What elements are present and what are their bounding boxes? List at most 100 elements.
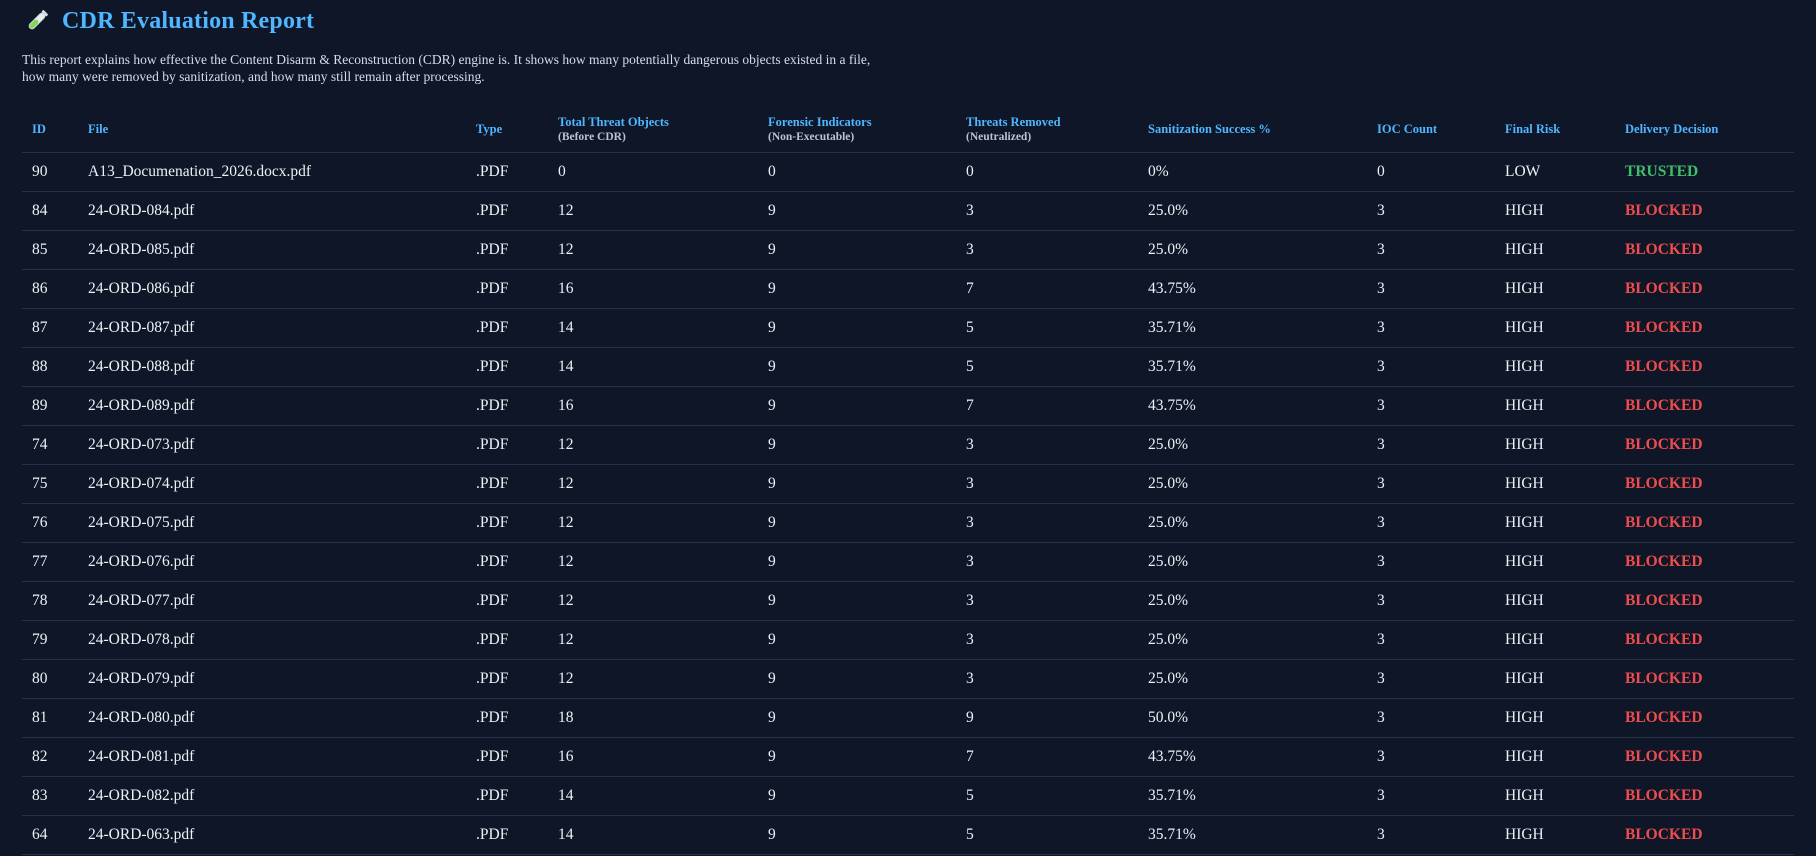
cell-delivery-decision: BLOCKED [1615,386,1794,426]
cell-final-risk: HIGH [1495,815,1615,855]
column-header-threats-removed[interactable]: Threats Removed (Neutralized) [956,106,1138,153]
delivery-decision-badge: BLOCKED [1625,592,1703,609]
cell-threats-removed: 7 [956,269,1138,309]
cell-delivery-decision: BLOCKED [1615,737,1794,777]
table-row[interactable]: 74 24-ORD-073.pdf .PDF 12 9 3 25.0% 3 HIGH BLOCKE… [22,425,1794,465]
cell-sanitization-success: 50.0% [1138,698,1367,738]
table-row[interactable]: 82 24-ORD-081.pdf .PDF 16 9 7 43.75% 3 HIGH BLOCK… [22,737,1794,777]
cell-sanitization-success: 25.0% [1138,620,1367,660]
cell-threats-removed: 3 [956,191,1138,231]
cell-id: 82 [22,737,78,777]
cell-id: 86 [22,269,78,309]
table-row[interactable]: 90 A13_Documenation_2026.docx.pdf .PDF 0 0 0 0… [22,152,1794,192]
table-row[interactable]: 78 24-ORD-077.pdf .PDF 12 9 3 25.0% 3 HIGH BLOCKE… [22,581,1794,621]
cell-ioc-count: 3 [1367,542,1495,582]
column-header-id[interactable]: ID [22,106,78,153]
cell-type: .PDF [466,191,548,231]
cell-file: 24-ORD-080.pdf [78,698,466,738]
cell-delivery-decision: BLOCKED [1615,581,1794,621]
table-row[interactable]: 79 24-ORD-078.pdf .PDF 12 9 3 25.0% 3 HIGH BLOCKE… [22,620,1794,660]
cell-type: .PDF [466,698,548,738]
cell-type: .PDF [466,737,548,777]
column-header-file[interactable]: File [78,106,466,153]
table-header-row: ID File Type Total Threat Objects (Before… [22,106,1794,153]
column-header-sanitization-success[interactable]: Sanitization Success % [1138,106,1367,153]
delivery-decision-badge: BLOCKED [1625,514,1703,531]
cell-total-threat-objects: 14 [548,776,758,816]
column-header-delivery-decision[interactable]: Delivery Decision [1615,106,1794,153]
table-row[interactable]: 76 24-ORD-075.pdf .PDF 12 9 3 25.0% 3 HIGH BLOCKE… [22,503,1794,543]
table-row[interactable]: 80 24-ORD-079.pdf .PDF 12 9 3 25.0% 3 HIGH BLOCKE… [22,659,1794,699]
column-header-type[interactable]: Type [466,106,548,153]
cell-sanitization-success: 25.0% [1138,425,1367,465]
cell-type: .PDF [466,347,548,387]
cell-forensic-indicators: 9 [758,620,956,660]
cell-type: .PDF [466,230,548,270]
cell-delivery-decision: BLOCKED [1615,620,1794,660]
description-line: how many were removed by sanitization, a… [22,68,485,84]
cell-type: .PDF [466,503,548,543]
cell-final-risk: HIGH [1495,347,1615,387]
cell-id: 81 [22,698,78,738]
cell-total-threat-objects: 16 [548,269,758,309]
cell-id: 77 [22,542,78,582]
cell-id: 89 [22,386,78,426]
cell-final-risk: HIGH [1495,386,1615,426]
table-row[interactable]: 81 24-ORD-080.pdf .PDF 18 9 9 50.0% 3 HIGH BLOCKE… [22,698,1794,738]
cell-final-risk: HIGH [1495,308,1615,348]
table-row[interactable]: 64 24-ORD-063.pdf .PDF 14 9 5 35.71% 3 HIGH BLOCK… [22,815,1794,855]
cell-type: .PDF [466,386,548,426]
cell-ioc-count: 3 [1367,347,1495,387]
table-row[interactable]: 84 24-ORD-084.pdf .PDF 12 9 3 25.0% 3 HIGH BLOCKE… [22,191,1794,231]
table-row[interactable]: 75 24-ORD-074.pdf .PDF 12 9 3 25.0% 3 HIGH BLOCKE… [22,464,1794,504]
results-table: ID File Type Total Threat Objects (Before… [22,106,1794,855]
delivery-decision-badge: BLOCKED [1625,670,1703,687]
cell-threats-removed: 3 [956,542,1138,582]
table-row[interactable]: 87 24-ORD-087.pdf .PDF 14 9 5 35.71% 3 HIGH BLOCK… [22,308,1794,348]
cell-file: 24-ORD-081.pdf [78,737,466,777]
cell-file: 24-ORD-082.pdf [78,776,466,816]
column-header-ioc-count[interactable]: IOC Count [1367,106,1495,153]
cell-type: .PDF [466,269,548,309]
table-row[interactable]: 77 24-ORD-076.pdf .PDF 12 9 3 25.0% 3 HIGH BLOCKE… [22,542,1794,582]
delivery-decision-badge: BLOCKED [1625,553,1703,570]
table-row[interactable]: 85 24-ORD-085.pdf .PDF 12 9 3 25.0% 3 HIGH BLOCKE… [22,230,1794,270]
cell-total-threat-objects: 12 [548,542,758,582]
cell-sanitization-success: 35.71% [1138,347,1367,387]
cell-total-threat-objects: 12 [548,581,758,621]
cell-total-threat-objects: 16 [548,737,758,777]
table-row[interactable]: 89 24-ORD-089.pdf .PDF 16 9 7 43.75% 3 HIGH BLOCK… [22,386,1794,426]
cell-final-risk: HIGH [1495,581,1615,621]
column-header-forensic-indicators[interactable]: Forensic Indicators (Non-Executable) [758,106,956,153]
cell-type: .PDF [466,815,548,855]
column-header-subtitle: (Neutralized) [966,130,1032,143]
cell-final-risk: HIGH [1495,503,1615,543]
column-header-total-threat-objects[interactable]: Total Threat Objects (Before CDR) [548,106,758,153]
cell-delivery-decision: BLOCKED [1615,308,1794,348]
delivery-decision-badge: BLOCKED [1625,826,1703,843]
results-table-container: ID File Type Total Threat Objects (Before… [22,106,1794,855]
table-row[interactable]: 88 24-ORD-088.pdf .PDF 14 9 5 35.71% 3 HIGH BLOCK… [22,347,1794,387]
delivery-decision-badge: BLOCKED [1625,241,1703,258]
cell-total-threat-objects: 0 [548,152,758,192]
cell-ioc-count: 0 [1367,152,1495,192]
cell-sanitization-success: 43.75% [1138,269,1367,309]
cell-forensic-indicators: 0 [758,152,956,192]
cell-forensic-indicators: 9 [758,347,956,387]
cell-threats-removed: 3 [956,464,1138,504]
cell-delivery-decision: BLOCKED [1615,230,1794,270]
cell-threats-removed: 3 [956,581,1138,621]
column-header-final-risk[interactable]: Final Risk [1495,106,1615,153]
table-row[interactable]: 86 24-ORD-086.pdf .PDF 16 9 7 43.75% 3 HIGH BLOCK… [22,269,1794,309]
cell-final-risk: HIGH [1495,230,1615,270]
table-row[interactable]: 83 24-ORD-082.pdf .PDF 14 9 5 35.71% 3 HIGH BLOCK… [22,776,1794,816]
cell-ioc-count: 3 [1367,659,1495,699]
cell-type: .PDF [466,659,548,699]
cell-total-threat-objects: 12 [548,425,758,465]
cell-type: .PDF [466,542,548,582]
cell-forensic-indicators: 9 [758,776,956,816]
cell-id: 80 [22,659,78,699]
cell-id: 78 [22,581,78,621]
cell-threats-removed: 3 [956,503,1138,543]
cell-delivery-decision: BLOCKED [1615,815,1794,855]
